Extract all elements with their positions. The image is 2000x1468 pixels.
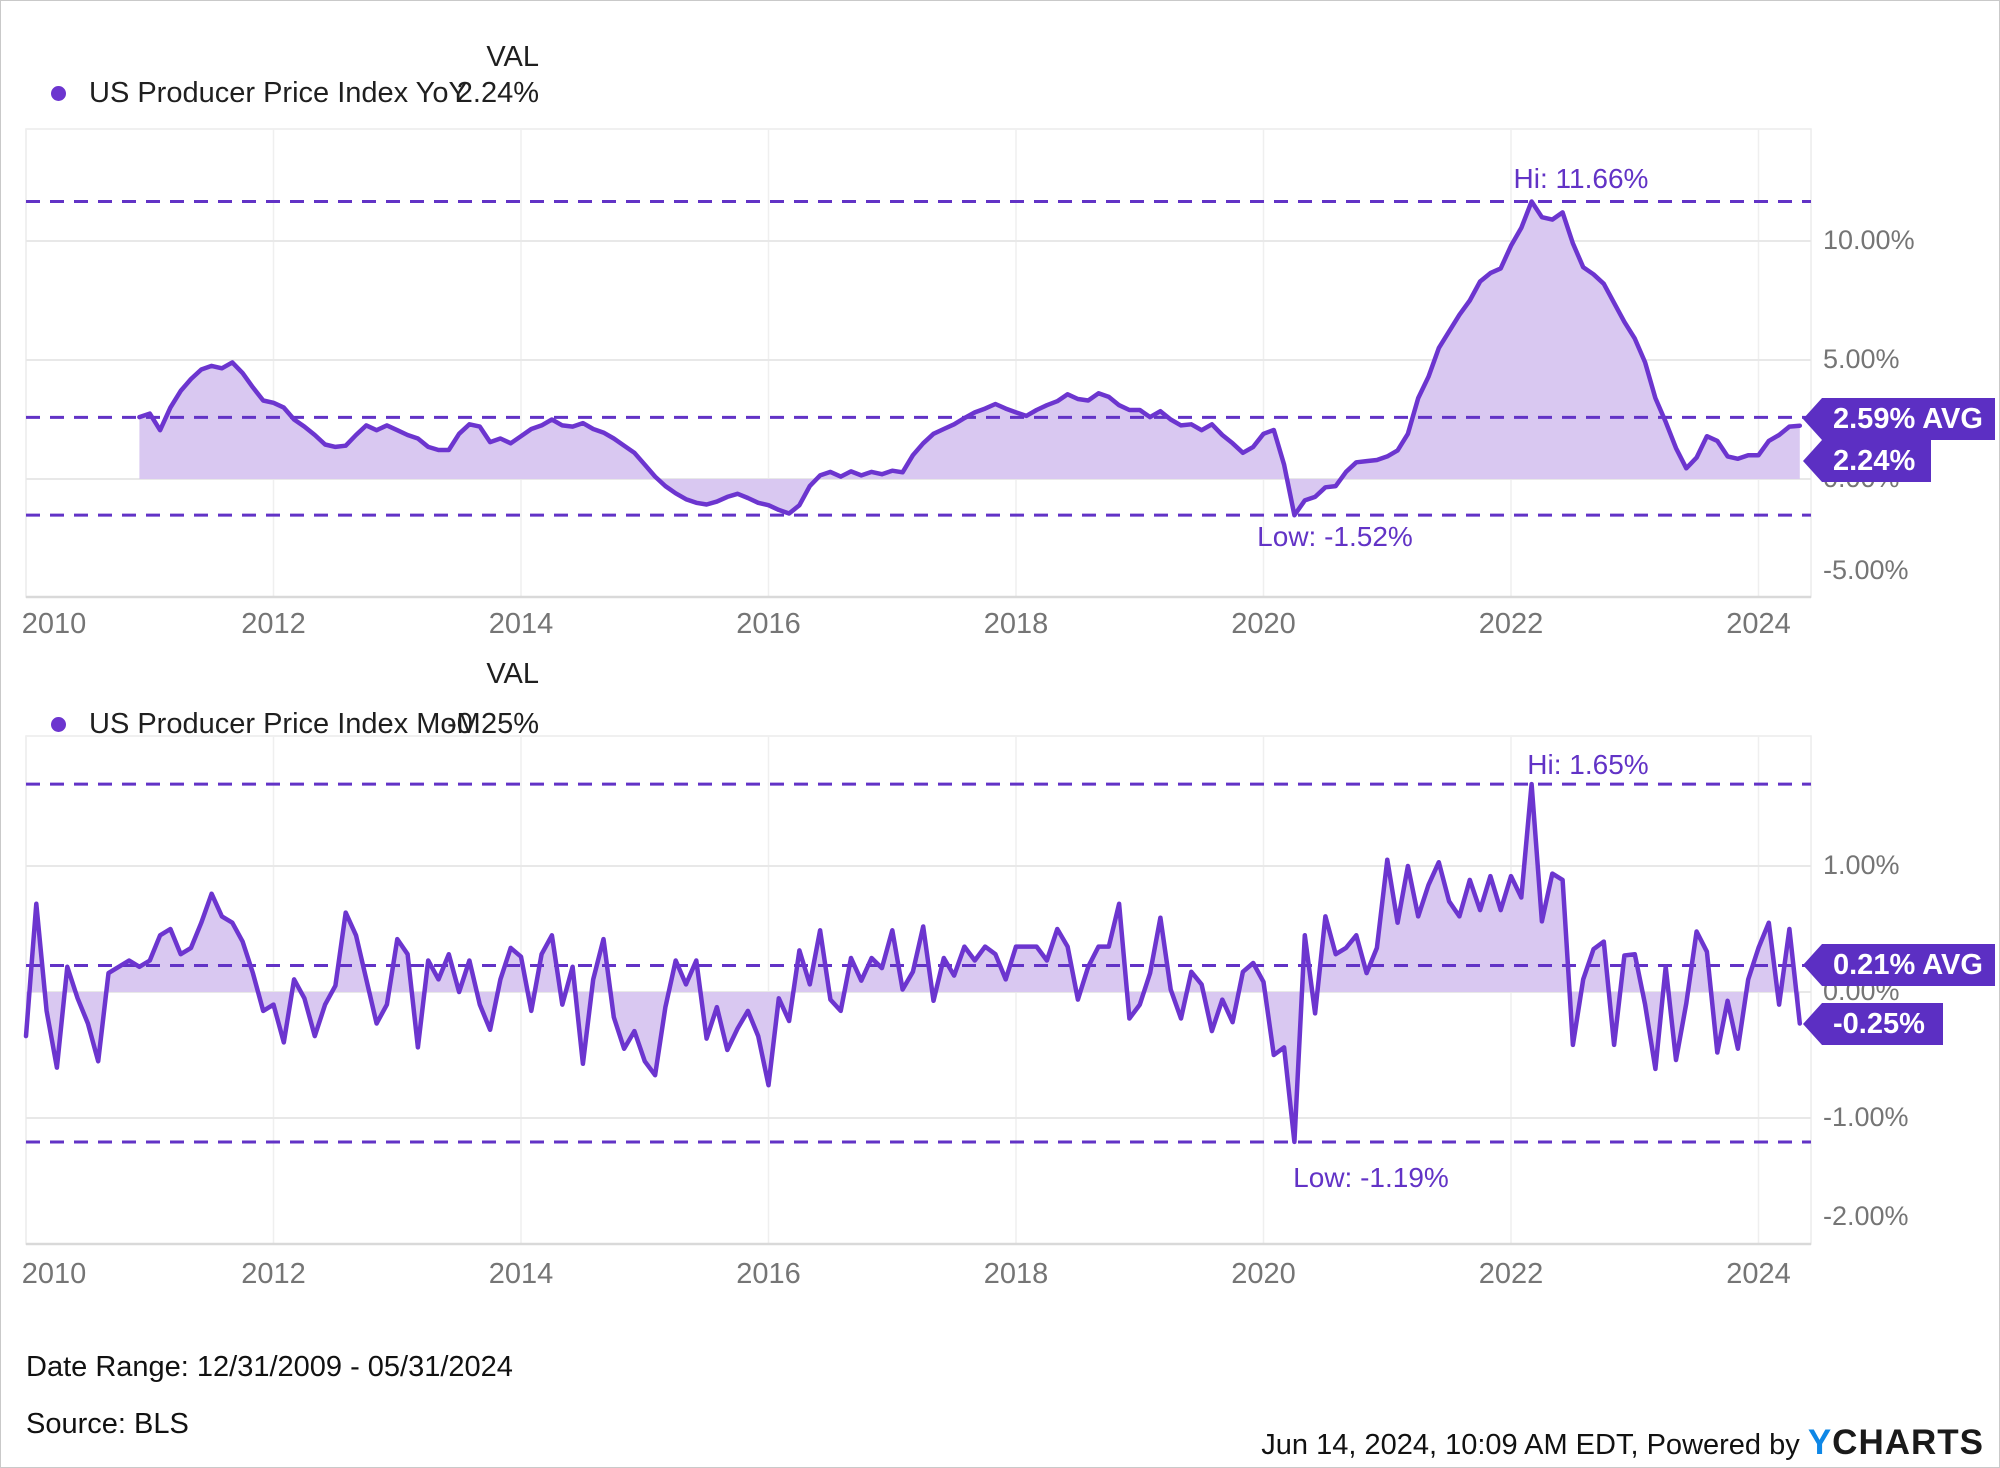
x-axis-label: 2024 — [1726, 1258, 1791, 1290]
avg-badge-yoy: 2.59% AVG — [1803, 398, 1995, 440]
y-axis-label: -1.00% — [1823, 1102, 1909, 1132]
x-axis-label: 2020 — [1231, 1258, 1296, 1290]
y-axis-label: -2.00% — [1823, 1201, 1909, 1231]
value-badge-mom: -0.25% — [1803, 1003, 1943, 1045]
x-axis-label: 2018 — [983, 608, 1049, 640]
series-area-fill — [139, 201, 1800, 516]
hi-annotation-mom: Hi: 1.65% — [1527, 749, 1649, 780]
x-axis-label: 2016 — [736, 608, 801, 640]
x-axis-label: 2014 — [488, 608, 554, 640]
series-line — [23, 781, 1803, 1145]
ycharts-logo-rest: CHARTS — [1832, 1423, 1984, 1462]
x-axis-label: 2018 — [983, 1258, 1049, 1290]
low-annotation-mom: Low: -1.19% — [1293, 1162, 1449, 1193]
x-axis-label: 2010 — [21, 608, 87, 640]
y-axis-label: 1.00% — [1823, 850, 1900, 880]
hi-annotation-yoy: Hi: 11.66% — [1513, 163, 1649, 194]
value-badge-yoy: 2.24% — [1803, 440, 1931, 482]
x-axis-label: 2014 — [488, 1258, 554, 1290]
attribution-row: Jun 14, 2024, 10:09 AM EDT, Powered by Y… — [1261, 1423, 1984, 1463]
x-axis-label: 2020 — [1231, 608, 1296, 640]
y-axis-label: 10.00% — [1823, 225, 1915, 255]
x-axis-label: 2012 — [241, 608, 306, 640]
legend-label-mom: US Producer Price Index MoM — [89, 708, 481, 740]
x-axis-label: 2012 — [241, 1258, 306, 1290]
x-axis-label: 2022 — [1478, 1258, 1544, 1290]
ycharts-logo-y: Y — [1807, 1423, 1833, 1462]
legend-marker-yoy-icon — [51, 86, 66, 101]
low-annotation-yoy: Low: -1.52% — [1257, 521, 1413, 552]
ycharts-logo: YCHARTS — [1808, 1423, 1984, 1462]
x-axis-label: 2010 — [21, 1258, 87, 1290]
x-axis-label: 2016 — [736, 1258, 801, 1290]
powered-by-text: Powered by — [1646, 1429, 1800, 1461]
x-axis-label: 2024 — [1726, 608, 1791, 640]
val-header-yoy: VAL — [486, 41, 539, 73]
y-axis-label: 5.00% — [1823, 344, 1900, 374]
avg-badge-mom: 0.21% AVG — [1803, 944, 1995, 986]
val-value-yoy: 2.24% — [456, 77, 539, 109]
timestamp-text: Jun 14, 2024, 10:09 AM EDT, — [1261, 1429, 1647, 1461]
series-area-fill — [26, 784, 1800, 1142]
source-text: Source: BLS — [26, 1408, 189, 1440]
x-axis-label: 2022 — [1478, 608, 1544, 640]
y-axis-label: -5.00% — [1823, 555, 1909, 585]
legend-marker-mom-icon — [51, 717, 66, 732]
series-line — [137, 199, 1803, 518]
legend-label-yoy: US Producer Price Index YoY — [89, 77, 468, 109]
val-header-mom: VAL — [486, 658, 539, 690]
date-range-text: Date Range: 12/31/2009 - 05/31/2024 — [26, 1351, 513, 1383]
val-value-mom: -0.25% — [447, 708, 539, 740]
